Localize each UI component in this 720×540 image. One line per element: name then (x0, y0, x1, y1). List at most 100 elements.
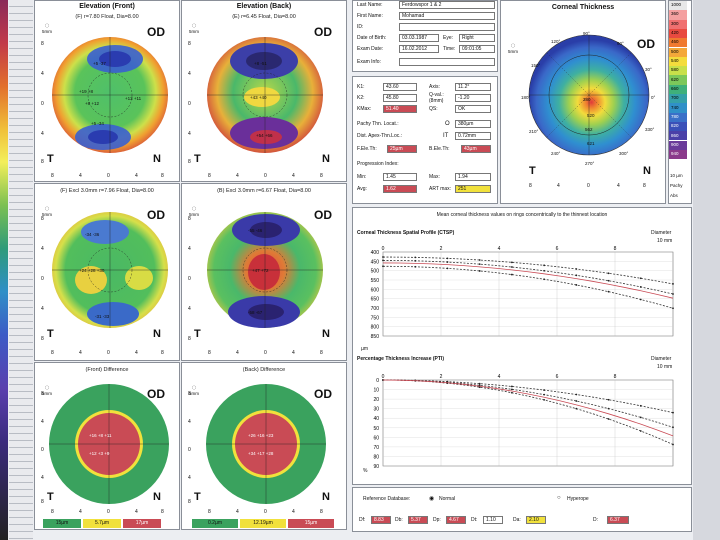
time-field[interactable]: 09:01:05 (459, 45, 495, 53)
ytick-label: 10 (373, 388, 379, 394)
dist-label: Dist. Apex-Thn.Loc.: (357, 133, 403, 139)
data-point (478, 259, 481, 261)
d-label: D: (593, 517, 598, 523)
data-point (607, 418, 610, 420)
elevation-map[interactable] (51, 200, 169, 338)
avg-label: Avg: (357, 186, 367, 192)
ytick-label: 650 (371, 297, 380, 303)
k-values-panel: K1: 43.60 K2: 45.80 KMax: 51.40 Axis: 11… (352, 76, 498, 204)
eye-label: Eye: (443, 35, 454, 41)
data-point (478, 263, 481, 266)
data-point (575, 284, 578, 286)
ytick: 4 (188, 419, 191, 425)
right-margin-strip (693, 0, 720, 540)
xtick: 8 (208, 509, 211, 515)
xtick: 4 (135, 509, 138, 515)
xtick-label: 4 (498, 374, 501, 380)
pachymetry-map[interactable] (527, 31, 651, 161)
temporal-label: T (47, 328, 54, 340)
thickness-color-scale: 1000 360 300 420 460 500 540 580 620 660… (668, 0, 692, 204)
dt-value: 1.10 (483, 516, 503, 524)
pachy-value: 380µm (455, 120, 491, 128)
od-label: OD (147, 387, 165, 401)
ytick: 8 (41, 41, 44, 47)
scale-value: 660 (671, 86, 679, 91)
map-value: +8 +12 (85, 101, 100, 106)
xtick-label: 6 (556, 246, 559, 252)
data-point (543, 393, 546, 396)
eye-field[interactable]: Right (459, 34, 495, 42)
data-point (446, 261, 449, 263)
ytick: 8 (41, 336, 44, 342)
ytick-label: 30 (373, 407, 379, 413)
scale-value: 420 (671, 30, 679, 35)
ytick: 4 (188, 246, 191, 252)
map-value: +5 -34 (91, 121, 104, 126)
xtick: 4 (79, 509, 82, 515)
map-value: -34 -36 (85, 232, 100, 237)
exam-info-field[interactable] (399, 58, 495, 66)
normal-radio-label[interactable]: Normal (439, 496, 456, 502)
dob-field[interactable]: 03.03.1987 (399, 34, 439, 42)
nasal-label: N (322, 491, 330, 503)
panel-title: Elevation (Back) (236, 3, 292, 10)
difference-map[interactable] (204, 381, 328, 507)
ytick: 8 (41, 499, 44, 505)
ytick-label: 20 (373, 397, 379, 403)
first-name-field[interactable]: Mohamad (399, 12, 495, 20)
dp-value: 4.67 (446, 516, 466, 524)
ytick-label: 50 (373, 426, 379, 432)
patient-info-panel: Last Name: Ferdowspor 1 & 2 First Name: … (352, 0, 498, 72)
data-point (510, 273, 513, 276)
k2-label: K2: (357, 95, 365, 101)
dob-label: Date of Birth: (357, 35, 387, 41)
xtick: 4 (79, 173, 82, 179)
ytick-label: 500 (371, 269, 380, 275)
xtick-label: 6 (556, 374, 559, 380)
difference-map[interactable] (47, 381, 171, 507)
xtick-label: 0 (382, 374, 385, 380)
degree-label: 60° (617, 41, 624, 46)
ytick-label: 400 (371, 250, 380, 256)
data-point (543, 269, 546, 272)
normal-radio[interactable]: ◉ (429, 496, 435, 502)
scale-value: 820 (671, 123, 679, 128)
reference-label: Reference Database: (363, 496, 411, 502)
mini-eye-icon: ◌ 5mm (42, 383, 52, 397)
ctsp-normal-upper (382, 256, 674, 285)
pti-normal-upper (382, 379, 674, 414)
ytick-label: 0 (376, 378, 379, 384)
scale-value: 900 (671, 142, 679, 147)
ytick: 4 (188, 475, 191, 481)
nasal-label: N (643, 165, 651, 177)
scale-mode: Pachy (670, 183, 683, 188)
map-value: +24 +28 +30 (79, 268, 105, 273)
data-point (639, 404, 642, 407)
exam-date-field[interactable]: 16.02.2012 (399, 45, 439, 53)
xtick-label: 2 (440, 246, 443, 252)
hyperope-radio[interactable]: ○ (557, 495, 561, 501)
xtick: 4 (236, 509, 239, 515)
elevation-map[interactable] (206, 200, 324, 338)
temporal-label: T (194, 491, 201, 503)
temporal-label: T (529, 165, 536, 177)
elevation-map[interactable] (51, 25, 169, 163)
ytick: 4 (41, 131, 44, 137)
data-point (672, 411, 674, 414)
xtick-label: 8 (614, 246, 617, 252)
map-value: +19 +8 (79, 89, 94, 94)
degree-label: 330° (645, 127, 655, 132)
min-label: Min: (357, 174, 367, 180)
last-name-label: Last Name: (357, 2, 383, 8)
panel-title: Corneal Thickness (551, 4, 615, 11)
hyperope-radio-label[interactable]: Hyperope (567, 496, 589, 502)
mini-eye-icon: ◌ 5mm (42, 21, 52, 35)
id-field[interactable] (399, 23, 495, 31)
data-point (607, 279, 610, 282)
data-point (672, 443, 674, 446)
elevation-back-panel: Elevation (Back) (E) r=6.45 Float, Dia=8… (181, 0, 347, 182)
elevation-map[interactable] (206, 25, 324, 163)
bele-value: 43µm (461, 145, 491, 153)
last-name-field[interactable]: Ferdowspor 1 & 2 (399, 1, 495, 9)
scale-value: 700 (671, 95, 679, 100)
